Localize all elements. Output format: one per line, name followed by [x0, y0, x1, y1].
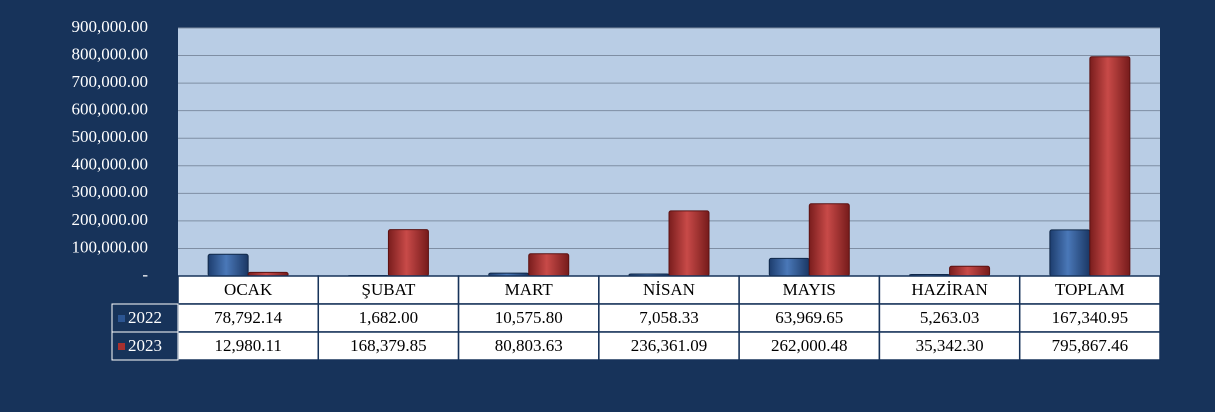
data-label: 167,340.95	[1052, 308, 1129, 327]
bar	[528, 253, 570, 277]
table-cell	[1018, 275, 1161, 305]
y-tick-label: 100,000.00	[72, 237, 149, 256]
y-tick-label: 300,000.00	[72, 182, 149, 201]
table-cell	[457, 303, 600, 333]
bar	[668, 210, 710, 277]
legend-key	[118, 343, 125, 350]
y-tick-label: 800,000.00	[72, 44, 149, 63]
x-tick-label: TOPLAM	[1055, 280, 1125, 299]
y-tick-label: 200,000.00	[72, 210, 149, 229]
x-tick-label: ŞUBAT	[361, 280, 415, 299]
data-label: 78,792.14	[214, 308, 283, 327]
data-label: 5,263.03	[920, 308, 980, 327]
table-cell	[317, 303, 460, 333]
bar	[808, 203, 850, 277]
table-cell	[177, 331, 320, 361]
y-tick-label: 600,000.00	[72, 100, 149, 119]
data-label: 795,867.46	[1052, 336, 1129, 355]
bar	[1049, 229, 1091, 277]
table-cell	[1018, 331, 1161, 361]
table-header-cell	[111, 331, 179, 361]
data-label: 35,342.30	[916, 336, 984, 355]
table-cell	[317, 331, 460, 361]
y-tick-label: 900,000.00	[72, 17, 149, 36]
data-label: 262,000.48	[771, 336, 848, 355]
table-cell	[878, 303, 1021, 333]
bar	[207, 253, 249, 277]
bar	[949, 265, 991, 277]
data-label: 168,379.85	[350, 336, 427, 355]
x-tick-label: MAYIS	[783, 280, 836, 299]
table-cell	[878, 275, 1021, 305]
bar	[1089, 56, 1131, 277]
data-label: 10,575.80	[495, 308, 563, 327]
legend-label: 2022	[128, 308, 162, 327]
table-cell	[878, 331, 1021, 361]
table-cell	[738, 331, 881, 361]
x-tick-label: HAZİRAN	[911, 280, 988, 299]
table-cell	[738, 303, 881, 333]
data-label: 236,361.09	[631, 336, 708, 355]
data-label: 80,803.63	[495, 336, 563, 355]
legend-label: 2023	[128, 336, 162, 355]
table-cell	[1018, 303, 1161, 333]
table-cell	[177, 275, 320, 305]
table-cell	[598, 303, 740, 333]
bar	[387, 229, 429, 277]
y-tick-label: 500,000.00	[72, 127, 149, 146]
data-label: 12,980.11	[214, 336, 281, 355]
table-cell	[457, 331, 600, 361]
data-label: 7,058.33	[639, 308, 699, 327]
x-tick-label: NİSAN	[643, 280, 695, 299]
data-label: 63,969.65	[775, 308, 843, 327]
y-tick-label: -	[142, 265, 148, 284]
x-tick-label: MART	[505, 280, 554, 299]
legend-key	[118, 315, 125, 322]
x-tick-label: OCAK	[224, 280, 273, 299]
data-label: 1,682.00	[359, 308, 419, 327]
y-tick-label: 700,000.00	[72, 72, 149, 91]
bar	[768, 257, 810, 277]
y-tick-label: 400,000.00	[72, 155, 149, 174]
